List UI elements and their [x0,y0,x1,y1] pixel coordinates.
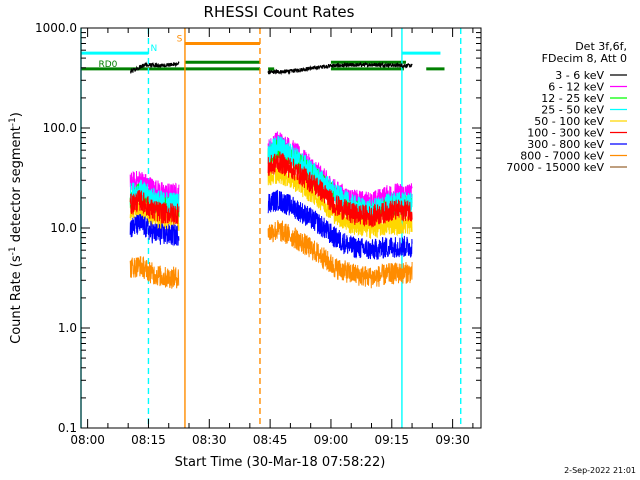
x-tick-label: 08:15 [131,433,166,447]
y-label-text: detector segment [9,126,24,246]
legend-label: 100 - 300 keV [527,127,604,140]
y-label-text: ) [9,112,24,117]
legend-label: 6 - 12 keV [548,81,604,94]
legend-label: 7000 - 15000 keV [506,161,604,174]
x-tick-label: 08:30 [192,433,227,447]
series-trace [129,256,180,289]
flag-label: RD0 [98,60,117,70]
series-trace [129,190,180,225]
legend-header: Det 3f,6f, [575,40,627,53]
axes-layer: 1000.0 100.0 10.0 1.0 0.108:00 08:15 08:30 08:4… [35,21,482,447]
footer-timestamp: 2-Sep-2022 21:01 [564,466,636,475]
legend-label: 300 - 800 keV [527,138,604,151]
flag-label: N [150,44,157,54]
y-label-exponent: -1 [8,117,18,126]
y-axis-label: Count Rate (s-1 detector segment-1) [8,112,24,344]
y-tick-label: 10.0 [50,221,77,235]
flag-label: S [177,34,183,44]
x-tick-label: 09:15 [374,433,409,447]
y-label-exponent: -1 [8,246,18,255]
legend-label: 25 - 50 keV [541,104,604,117]
legend-label: 3 - 6 keV [555,69,604,82]
series-trace [129,214,180,247]
x-tick-label: 09:30 [435,433,470,447]
y-tick-label: 1000.0 [35,21,77,35]
y-tick-label: 100.0 [43,121,77,135]
y-tick-label: 0.1 [58,421,77,435]
x-axis-label: Start Time (30-Mar-18 07:58:22) [175,455,386,470]
series-trace [267,162,413,239]
x-tick-label: 08:45 [253,433,288,447]
series-trace [267,189,413,260]
y-label-text: Count Rate (s [9,255,24,344]
chart-title: RHESSI Count Rates [204,3,355,21]
legend-label: 50 - 100 keV [534,115,604,128]
series-trace [267,219,413,289]
series-trace [129,61,180,74]
legend-label: 800 - 7000 keV [520,150,604,163]
legend-header: FDecim 8, Att 0 [542,52,627,65]
series-trace [267,151,413,228]
series-trace [267,61,413,76]
flags-layer: RD0 N S [81,34,445,71]
x-tick-label: 08:00 [70,433,105,447]
legend-label: 12 - 25 keV [541,92,604,105]
series-layer [129,61,413,289]
x-tick-label: 09:00 [314,433,349,447]
y-tick-label: 1.0 [58,321,77,335]
